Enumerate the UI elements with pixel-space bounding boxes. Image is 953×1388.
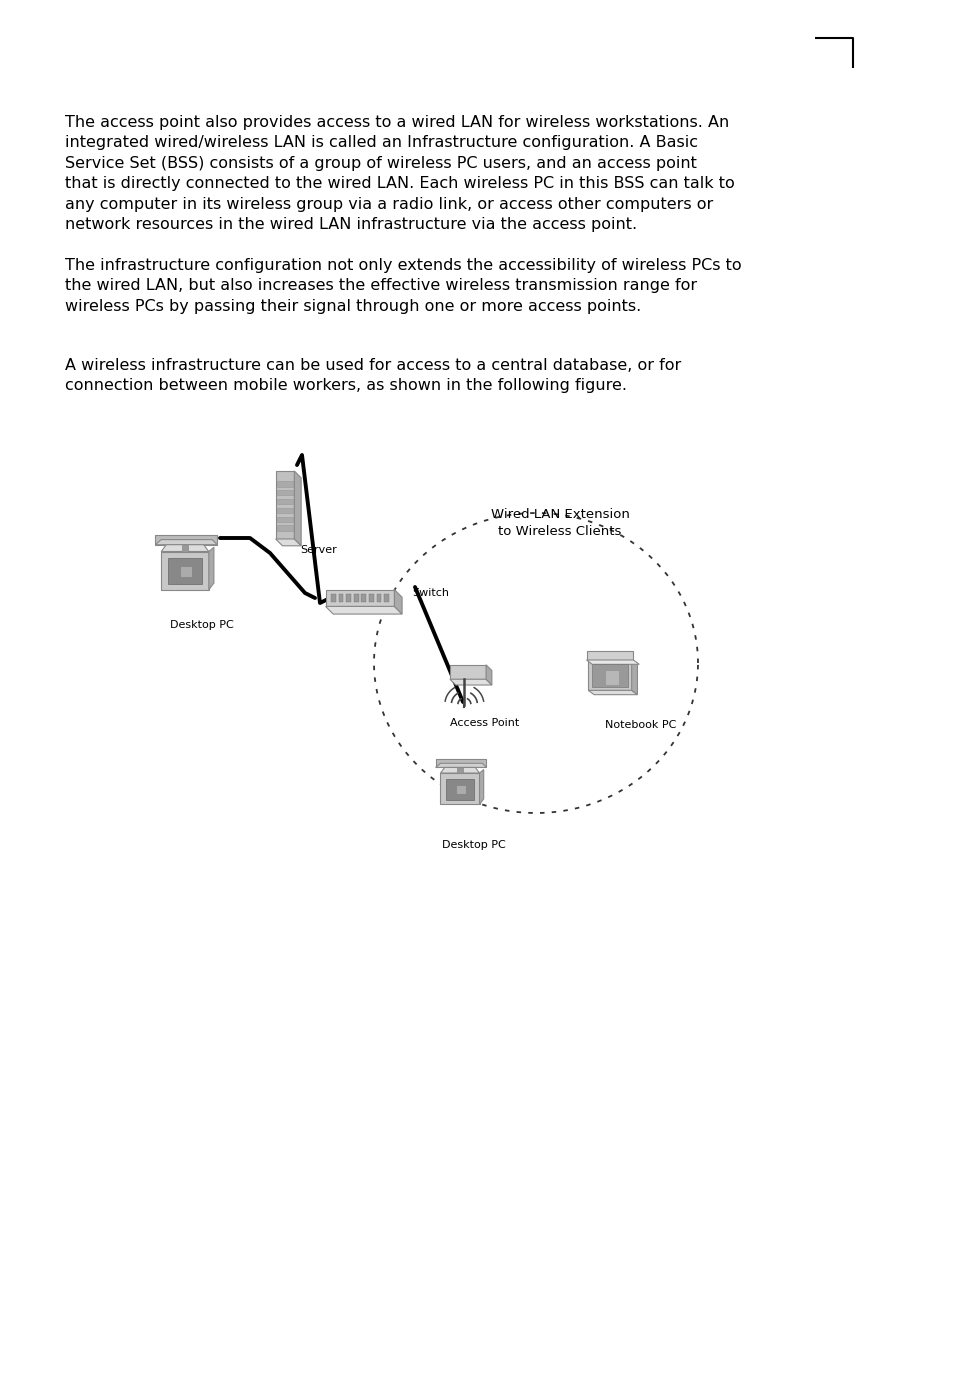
- Polygon shape: [277, 490, 293, 496]
- Polygon shape: [277, 526, 293, 530]
- Polygon shape: [479, 769, 483, 805]
- Polygon shape: [325, 590, 394, 607]
- Polygon shape: [209, 547, 213, 590]
- Polygon shape: [588, 690, 637, 694]
- Polygon shape: [586, 651, 633, 661]
- Polygon shape: [436, 759, 486, 768]
- Polygon shape: [456, 786, 465, 794]
- Polygon shape: [155, 534, 217, 544]
- Polygon shape: [450, 665, 485, 679]
- Text: Switch: Switch: [412, 589, 449, 598]
- Text: Notebook PC: Notebook PC: [604, 720, 676, 730]
- Polygon shape: [450, 679, 492, 686]
- Polygon shape: [277, 516, 293, 522]
- Text: Desktop PC: Desktop PC: [441, 840, 505, 849]
- Polygon shape: [277, 482, 293, 487]
- Polygon shape: [446, 779, 474, 799]
- Polygon shape: [586, 661, 639, 665]
- Text: Wired LAN Extension
to Wireless Clients: Wired LAN Extension to Wireless Clients: [490, 508, 629, 539]
- Polygon shape: [181, 544, 188, 551]
- Polygon shape: [361, 594, 366, 602]
- Polygon shape: [325, 607, 401, 613]
- Polygon shape: [376, 594, 381, 602]
- Polygon shape: [354, 594, 358, 602]
- Polygon shape: [588, 661, 631, 690]
- Polygon shape: [485, 665, 492, 686]
- Polygon shape: [436, 763, 486, 768]
- Polygon shape: [440, 768, 479, 773]
- Polygon shape: [180, 566, 192, 577]
- Polygon shape: [161, 544, 209, 551]
- Polygon shape: [631, 661, 637, 694]
- Polygon shape: [155, 540, 217, 544]
- Text: Desktop PC: Desktop PC: [170, 620, 233, 630]
- Polygon shape: [456, 768, 462, 773]
- Polygon shape: [331, 594, 335, 602]
- Polygon shape: [275, 539, 301, 545]
- Polygon shape: [591, 663, 627, 687]
- Polygon shape: [346, 594, 351, 602]
- Text: The infrastructure configuration not only extends the accessibility of wireless : The infrastructure configuration not onl…: [65, 258, 740, 314]
- Text: Server: Server: [299, 545, 336, 555]
- Polygon shape: [277, 508, 293, 514]
- Polygon shape: [606, 670, 618, 684]
- Polygon shape: [394, 590, 401, 613]
- Polygon shape: [161, 551, 209, 590]
- Polygon shape: [275, 471, 294, 539]
- Text: Access Point: Access Point: [450, 718, 518, 727]
- Polygon shape: [384, 594, 389, 602]
- Polygon shape: [338, 594, 343, 602]
- Polygon shape: [294, 471, 301, 545]
- Polygon shape: [369, 594, 374, 602]
- Polygon shape: [168, 558, 202, 584]
- Polygon shape: [440, 773, 479, 805]
- Polygon shape: [277, 498, 293, 504]
- Text: The access point also provides access to a wired LAN for wireless workstations. : The access point also provides access to…: [65, 115, 734, 232]
- Text: A wireless infrastructure can be used for access to a central database, or for
c: A wireless infrastructure can be used fo…: [65, 358, 680, 393]
